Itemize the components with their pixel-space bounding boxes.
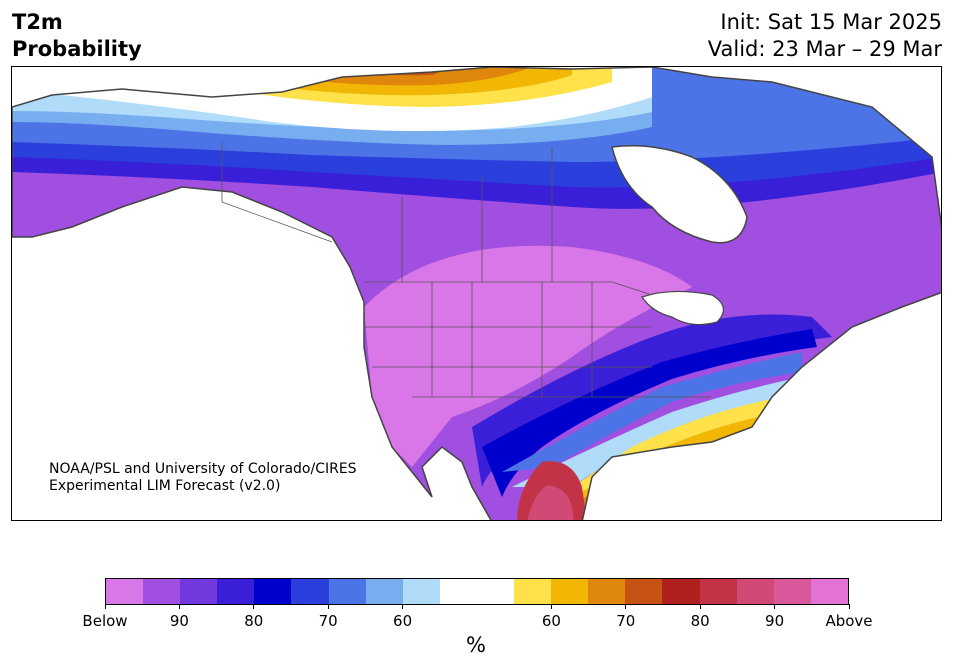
colorbar-tick-label: 60 [393, 612, 413, 630]
shaded-field [12, 67, 941, 520]
hudson-bay [611, 145, 748, 244]
colorbar-segment [328, 579, 366, 604]
valid-range: Valid: 23 Mar – 29 Mar [707, 37, 942, 61]
colorbar-tick [848, 604, 850, 609]
colorbar-tick [699, 604, 701, 609]
title-type: Probability [12, 37, 142, 61]
colorbar-segment [217, 579, 255, 604]
colorbar-segment [180, 579, 218, 604]
borders [221, 142, 712, 398]
colorbar-segment [365, 579, 403, 604]
colorbar-ticks [104, 604, 850, 612]
credit-line-2: Experimental LIM Forecast (v2.0) [49, 478, 281, 494]
credit-text: NOAA/PSL and University of Colorado/CIRE… [49, 461, 357, 495]
colorbar-segment [588, 579, 626, 604]
colorbar-tick-label: 80 [690, 612, 710, 630]
colorbar-tick-label: 60 [541, 612, 561, 630]
colorbar-tick-label: 90 [169, 612, 189, 630]
colorbar-tick-label: Below [82, 612, 128, 630]
colorbar-tick-label: 90 [765, 612, 785, 630]
forecast-dates: Init: Sat 15 Mar 2025 Valid: 23 Mar – 29… [708, 9, 942, 63]
colorbar-tick [178, 604, 180, 609]
colorbar-segment [736, 579, 774, 604]
colorbar-segment [514, 579, 552, 604]
colorbar-tick [625, 604, 627, 609]
colorbar-tick [104, 604, 106, 609]
colorbar-segment [291, 579, 329, 604]
colorbar-segment [476, 579, 515, 604]
colorbar-segment [106, 579, 144, 604]
colorbar-segment [439, 579, 477, 604]
coastline [12, 67, 941, 520]
colorbar-segment [254, 579, 292, 604]
colorbar-segment [143, 579, 181, 604]
great-lakes [641, 290, 724, 326]
colorbar-tick-label: 70 [318, 612, 338, 630]
colorbar-segment [810, 579, 848, 604]
title-variable: T2m [12, 10, 63, 34]
map-panel [11, 66, 942, 521]
probability-map [12, 67, 941, 520]
colorbar-segment [662, 579, 700, 604]
colorbar-tick-label: Above [825, 612, 873, 630]
colorbar-segment [773, 579, 811, 604]
colorbar-unit: % [466, 633, 486, 657]
colorbar-segment [699, 579, 737, 604]
colorbar-tick [402, 604, 404, 609]
colorbar-tick [774, 604, 776, 609]
colorbar-tick-label: 80 [244, 612, 264, 630]
colorbar-tick [550, 604, 552, 609]
colorbar-tick [327, 604, 329, 609]
colorbar-segment [625, 579, 663, 604]
colorbar-tick [253, 604, 255, 609]
map-title: T2m Probability [12, 9, 142, 63]
colorbar-tick-label: 70 [616, 612, 636, 630]
colorbar-segment [551, 579, 589, 604]
credit-line-1: NOAA/PSL and University of Colorado/CIRE… [49, 461, 357, 477]
colorbar [105, 578, 849, 605]
init-date: Init: Sat 15 Mar 2025 [720, 10, 942, 34]
colorbar-segment [402, 579, 440, 604]
